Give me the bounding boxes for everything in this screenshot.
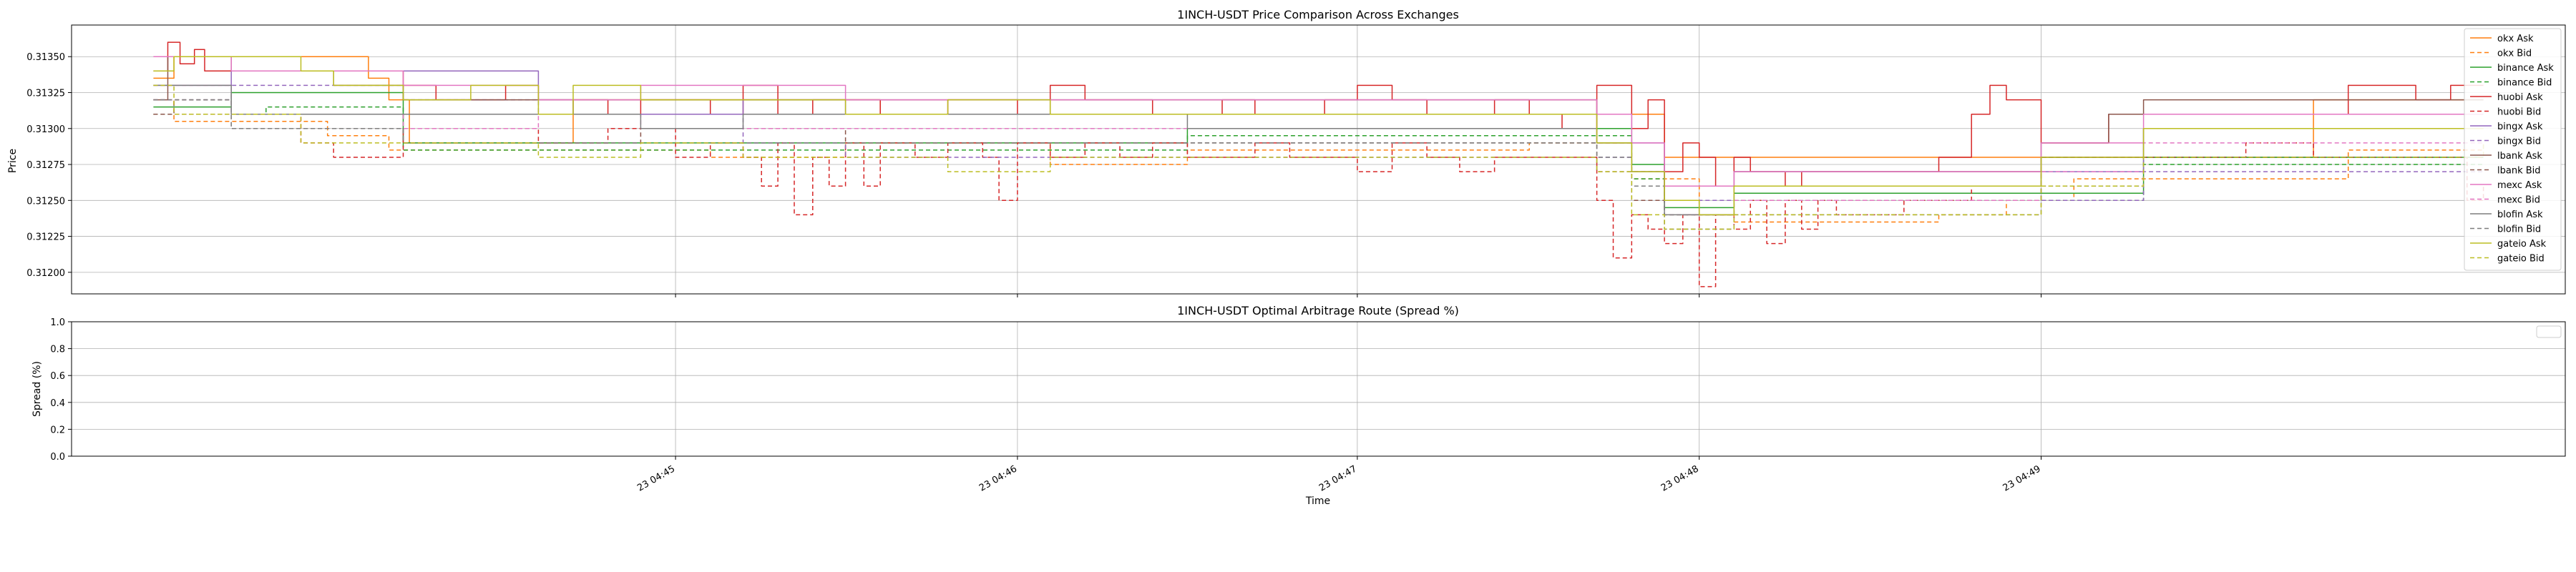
legend-label: huobi Ask (2497, 92, 2543, 103)
legend-label: bingx Ask (2497, 122, 2543, 132)
price-legend: okx Ask okx Bid binance Ask binance Bid huob… (2464, 28, 2562, 271)
spread-y-tick-label: 0.8 (50, 345, 65, 355)
spread-plot-frame (71, 321, 2566, 457)
price-series-group (153, 41, 2484, 287)
price-series-line-gateio-ask (153, 56, 2484, 216)
price-y-tick-label: 0.31200 (26, 268, 65, 279)
price-comparison-chart: 1INCH-USDT Price Comparison Across Excha… (7, 8, 2566, 297)
price-y-tick-label: 0.31275 (26, 160, 65, 171)
legend-label: mexc Ask (2497, 180, 2542, 191)
legend-label: gateio Bid (2497, 254, 2545, 265)
legend-label: lbank Bid (2497, 166, 2541, 177)
spread-y-tick-label: 1.0 (50, 317, 65, 328)
legend-label: blofin Bid (2497, 225, 2541, 235)
legend-label: blofin Ask (2497, 209, 2543, 220)
legend-label: bingx Bid (2497, 137, 2541, 147)
spread-plot-area (72, 322, 2565, 456)
spread-x-axis-label: Time (1305, 495, 1330, 507)
legend-label: gateio Ask (2497, 239, 2547, 250)
legend-label: binance Bid (2497, 78, 2552, 89)
spread-y-ticks: 0.0 0.2 0.4 0.6 0.8 1.0 (50, 317, 72, 463)
spread-y-tick-label: 0.6 (50, 371, 65, 382)
legend-label: lbank Ask (2497, 151, 2542, 162)
price-series-line-okx-bid (153, 113, 2484, 223)
legend-label: huobi Bid (2497, 107, 2541, 118)
legend-label: okx Bid (2497, 49, 2532, 59)
price-series-line-huobi-ask (153, 41, 2484, 187)
legend-label: mexc Bid (2497, 195, 2540, 206)
legend-label: binance Ask (2497, 63, 2554, 74)
price-chart-title: 1INCH-USDT Price Comparison Across Excha… (1177, 8, 1459, 21)
price-y-axis-label: Price (7, 149, 19, 173)
price-y-tick-label: 0.31325 (26, 89, 65, 99)
price-x-ticks (675, 294, 2042, 297)
spread-chart-title: 1INCH-USDT Optimal Arbitrage Route (Spre… (1177, 304, 1459, 317)
price-series-line-gateio-bid (153, 84, 2484, 230)
price-series-line-mexc-ask (153, 56, 2484, 187)
legend-label: okx Ask (2497, 34, 2534, 44)
spread-legend-box (2536, 325, 2562, 338)
spread-y-tick-label: 0.0 (50, 452, 65, 463)
price-y-tick-label: 0.31225 (26, 232, 65, 243)
spread-y-tick-label: 0.2 (50, 425, 65, 435)
price-y-tick-label: 0.31350 (26, 52, 65, 63)
price-y-tick-label: 0.31250 (26, 196, 65, 207)
price-legend-box (2464, 28, 2562, 271)
price-y-ticks: 0.31200 0.31225 0.31250 0.31275 0.31300 0.313… (26, 52, 72, 279)
price-y-tick-label: 0.31300 (26, 124, 65, 135)
price-plot-frame (71, 24, 2566, 295)
spread-y-tick-label: 0.4 (50, 398, 65, 409)
price-plot-area (72, 25, 2565, 294)
spread-y-axis-label: Spread (%) (31, 361, 43, 417)
